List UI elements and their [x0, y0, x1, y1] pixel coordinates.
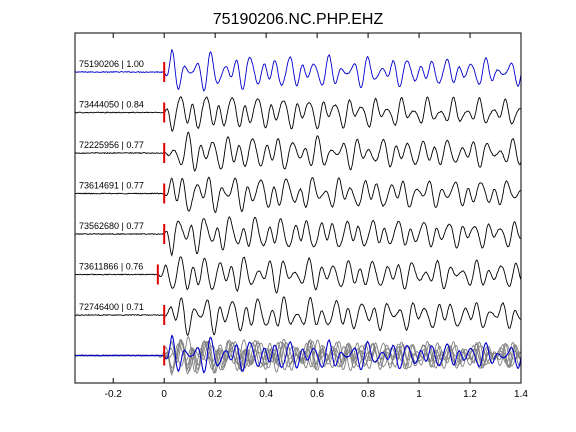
trace-73614691: 73614691 | 0.77 — [74, 176, 522, 213]
trace-73611866: 73611866 | 0.76 — [74, 256, 522, 294]
x-tick-label: -0.2 — [105, 389, 123, 400]
trace-label: 73562680 | 0.77 — [79, 221, 144, 231]
trace-73444050: 73444050 | 0.84 — [74, 96, 522, 132]
x-tick-label: 0.2 — [208, 389, 222, 400]
chart-title: 75190206.NC.PHP.EHZ — [213, 11, 384, 28]
trace-line — [74, 96, 522, 132]
x-tick-label: 0.6 — [310, 389, 324, 400]
x-tick-label: 1.2 — [463, 389, 477, 400]
trace-72746400: 72746400 | 0.71 — [74, 296, 522, 337]
traces-layer: 75190206 | 1.00 73444050 | 0.84 72225956 |… — [74, 48, 522, 376]
trace-line — [74, 296, 522, 337]
trace-label: 73444050 | 0.84 — [79, 100, 144, 110]
trace-label: 72746400 | 0.71 — [79, 302, 144, 312]
trace-line — [74, 48, 522, 92]
trace-label: 73614691 | 0.77 — [79, 181, 144, 191]
x-tick-label: 0 — [161, 389, 167, 400]
trace-73562680: 73562680 | 0.77 — [74, 216, 522, 257]
x-tick-label: 0.4 — [259, 389, 273, 400]
plot-area-frame — [74, 32, 522, 384]
trace-label: 73611866 | 0.76 — [79, 262, 143, 272]
trace-label: 75190206 | 1.00 — [79, 59, 144, 69]
trace-72225956: 72225956 | 0.77 — [74, 131, 522, 172]
x-tick-label: 0.8 — [361, 389, 375, 400]
overlay-traces — [74, 334, 522, 376]
trace-line — [74, 131, 522, 172]
trace-line — [74, 256, 522, 294]
x-tick-label: 1.4 — [514, 389, 528, 400]
trace-line — [74, 216, 522, 257]
trace-75190206: 75190206 | 1.00 — [74, 48, 522, 92]
x-tick-label: 1 — [416, 389, 422, 400]
trace-line — [74, 176, 522, 213]
trace-label: 72225956 | 0.77 — [79, 140, 144, 150]
overlay-reference-line — [74, 334, 522, 374]
